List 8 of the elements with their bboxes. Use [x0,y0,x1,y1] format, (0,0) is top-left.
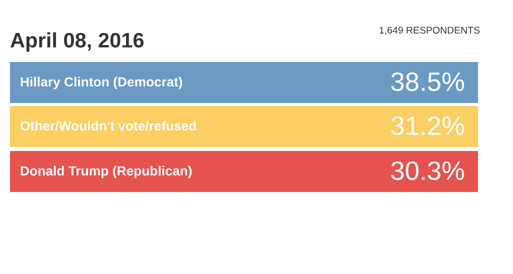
text: 1,649 RESPONDENTS [380,26,480,35]
category-label: Other/Wouldn't vote/refused [20,120,196,131]
text: April 08, 2016 [10,32,144,52]
data-label: 38.5% [391,72,464,92]
category-label: Donald Trump (Republican) [20,166,192,178]
data-label: 31.2% [391,116,464,136]
data-label: 30.3% [391,161,464,180]
category-label: Hillary Clinton (Democrat) [20,76,182,90]
